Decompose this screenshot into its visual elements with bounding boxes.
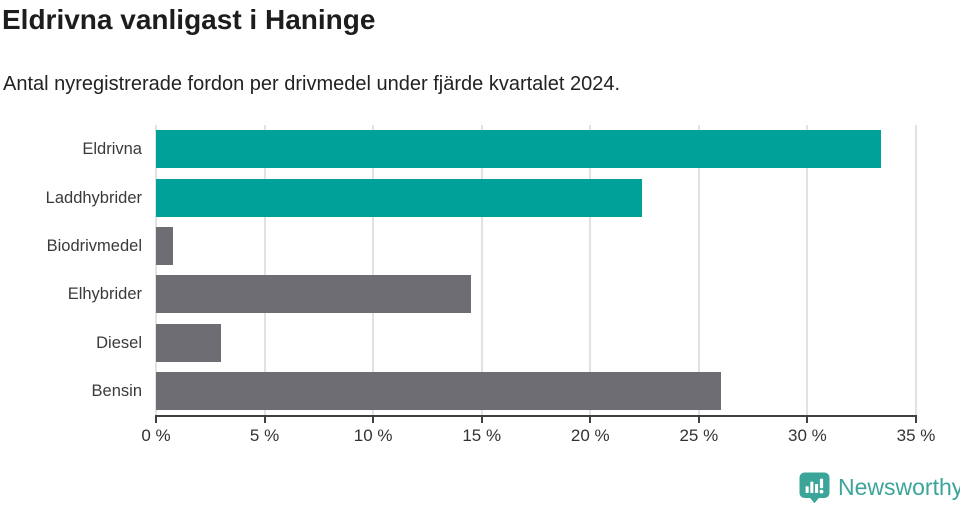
bar-eldrivna [156,130,882,169]
x-axis-tick-label: 20 % [570,426,610,445]
x-axis-tick [480,415,483,423]
x-axis-tick-label: 25 % [679,426,719,445]
x-axis-tick-label: 0 % [141,426,171,445]
category-label: Eldrivna [82,140,142,159]
gridline [372,125,375,415]
brand-name: Newsworthy [838,473,960,500]
gridline [480,125,483,415]
category-label: Laddhybrider [45,188,142,207]
bar-elhybrider [156,275,471,314]
category-label: Bensin [91,381,142,400]
bar-biodrivmedel [156,226,174,265]
gridline [697,125,700,415]
x-axis-tick [155,415,157,423]
x-axis-tick-label: 30 % [788,426,827,445]
x-axis-tick-label: 5 % [249,426,280,445]
plot-area: 0 % 5 % 10 % 15 % 20 % 25 % 30 % 35 % Eldrivna La… [46,125,935,445]
category-label: Biodrivmedel [46,236,142,255]
x-axis-tick [263,415,266,423]
bar-laddhybrider [156,178,643,217]
gridline [915,125,917,415]
x-axis-tick [589,415,592,423]
bar-bensin [156,371,721,410]
x-axis-tick [372,415,375,423]
gridline [263,125,266,415]
newsworthy-logo[interactable]: Newsworthy [798,470,960,504]
bar-diesel [156,323,222,362]
chart-title: Eldrivna vanligast i Haninge [2,4,376,35]
x-axis-tick [806,415,809,423]
gridline [589,125,592,415]
newsworthy-bubble-icon [799,472,830,503]
x-axis-tick-label: 15 % [462,426,502,445]
x-axis-tick [697,415,700,423]
x-axis-tick [915,415,917,423]
category-label: Diesel [96,333,142,352]
category-label: Elhybrider [67,285,142,304]
chart-subtitle: Antal nyregistrerade fordon per drivmede… [3,73,621,95]
gridline [155,125,157,415]
x-axis-tick-label: 35 % [896,426,936,445]
x-axis-tick-label: 10 % [353,426,393,445]
gridline [806,125,809,415]
